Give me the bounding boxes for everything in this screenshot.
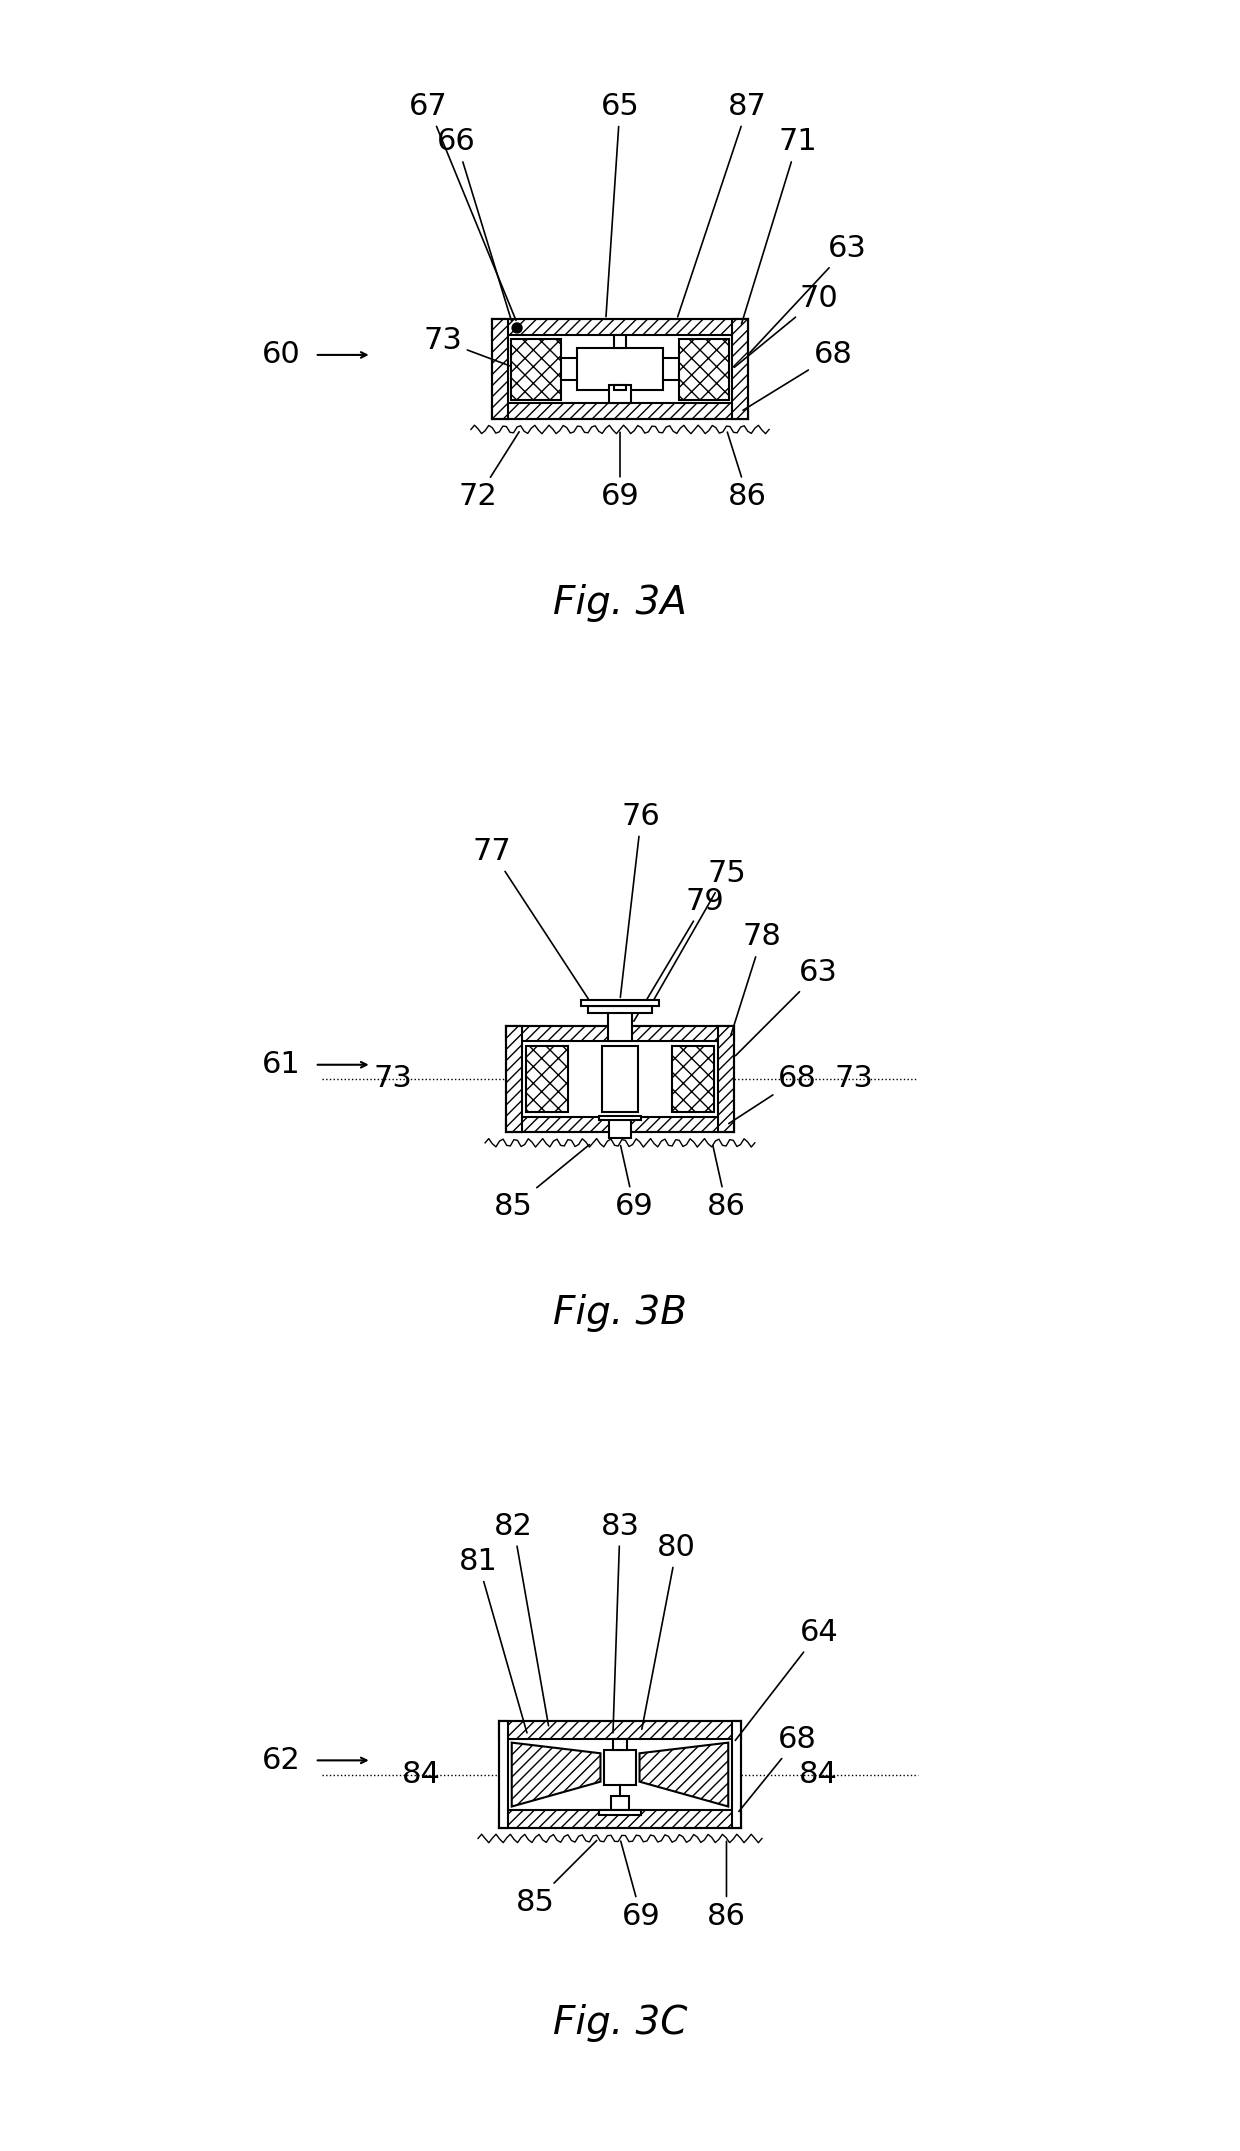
Text: 65: 65 — [600, 92, 640, 316]
Text: 64: 64 — [735, 1618, 838, 1740]
Text: 62: 62 — [262, 1747, 300, 1775]
Circle shape — [512, 323, 522, 333]
FancyBboxPatch shape — [611, 1796, 629, 1811]
FancyBboxPatch shape — [500, 1811, 740, 1828]
Text: 67: 67 — [409, 92, 516, 320]
FancyBboxPatch shape — [604, 1749, 636, 1785]
FancyBboxPatch shape — [608, 1007, 632, 1041]
Text: 73: 73 — [835, 1065, 874, 1093]
Text: 81: 81 — [459, 1547, 527, 1734]
FancyBboxPatch shape — [508, 336, 732, 402]
FancyBboxPatch shape — [614, 385, 626, 391]
Text: 84: 84 — [402, 1760, 440, 1790]
Text: 80: 80 — [642, 1534, 696, 1729]
Text: 86: 86 — [728, 432, 768, 512]
FancyBboxPatch shape — [672, 1045, 714, 1112]
Text: 86: 86 — [707, 1841, 746, 1932]
FancyBboxPatch shape — [526, 1045, 568, 1112]
FancyBboxPatch shape — [500, 1721, 740, 1738]
FancyBboxPatch shape — [506, 1026, 522, 1131]
Polygon shape — [512, 1742, 600, 1807]
Text: 72: 72 — [459, 432, 520, 512]
Text: 77: 77 — [472, 837, 594, 1007]
FancyBboxPatch shape — [492, 318, 508, 419]
FancyBboxPatch shape — [599, 1116, 641, 1121]
Text: 79: 79 — [634, 886, 724, 1022]
FancyBboxPatch shape — [500, 1721, 508, 1828]
Text: 85: 85 — [516, 1841, 596, 1917]
Text: 75: 75 — [653, 858, 745, 1000]
Text: Fig. 3C: Fig. 3C — [553, 2005, 687, 2041]
Text: 87: 87 — [678, 92, 768, 316]
Text: 70: 70 — [734, 284, 838, 368]
Text: 73: 73 — [423, 327, 516, 368]
Polygon shape — [640, 1742, 728, 1807]
FancyBboxPatch shape — [588, 1007, 652, 1013]
Text: 85: 85 — [494, 1144, 589, 1222]
FancyBboxPatch shape — [506, 1026, 734, 1041]
Text: 68: 68 — [739, 1725, 817, 1811]
Text: 68: 68 — [729, 1065, 817, 1123]
Text: 84: 84 — [800, 1760, 838, 1790]
Text: 60: 60 — [262, 340, 300, 370]
Text: 82: 82 — [494, 1512, 548, 1725]
Text: 69: 69 — [615, 1146, 653, 1222]
Text: 68: 68 — [743, 340, 852, 411]
Text: Fig. 3B: Fig. 3B — [553, 1295, 687, 1331]
FancyBboxPatch shape — [613, 1738, 627, 1749]
FancyBboxPatch shape — [522, 1041, 718, 1116]
Text: 76: 76 — [620, 802, 661, 998]
Text: 69: 69 — [621, 1841, 661, 1932]
Text: 73: 73 — [373, 1065, 412, 1093]
FancyBboxPatch shape — [680, 338, 729, 400]
FancyBboxPatch shape — [614, 336, 626, 348]
FancyBboxPatch shape — [506, 1116, 734, 1131]
Text: 66: 66 — [438, 127, 511, 320]
FancyBboxPatch shape — [718, 1026, 734, 1131]
FancyBboxPatch shape — [492, 318, 748, 336]
Text: 71: 71 — [742, 127, 817, 325]
Text: Fig. 3A: Fig. 3A — [553, 585, 687, 622]
FancyBboxPatch shape — [609, 1116, 631, 1138]
FancyBboxPatch shape — [599, 1811, 641, 1815]
FancyBboxPatch shape — [492, 402, 748, 419]
FancyBboxPatch shape — [609, 385, 631, 402]
Text: 61: 61 — [262, 1050, 300, 1080]
FancyBboxPatch shape — [603, 1045, 637, 1112]
Text: 69: 69 — [600, 432, 640, 512]
FancyBboxPatch shape — [508, 1738, 732, 1811]
FancyBboxPatch shape — [578, 348, 662, 391]
Text: 78: 78 — [730, 923, 781, 1035]
Text: 63: 63 — [735, 957, 838, 1056]
FancyBboxPatch shape — [582, 1000, 658, 1007]
Text: 86: 86 — [707, 1146, 746, 1222]
Text: 83: 83 — [600, 1512, 640, 1734]
FancyBboxPatch shape — [732, 318, 748, 419]
Text: 63: 63 — [750, 234, 867, 353]
FancyBboxPatch shape — [732, 1721, 740, 1828]
FancyBboxPatch shape — [511, 338, 560, 400]
